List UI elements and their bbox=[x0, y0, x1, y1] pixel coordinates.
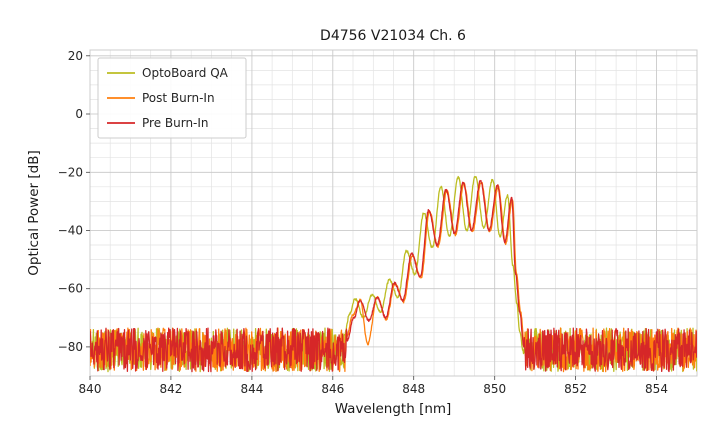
legend: OptoBoard QA Post Burn-In Pre Burn-In bbox=[97, 57, 247, 139]
legend-label-pre-burn-in: Pre Burn-In bbox=[142, 116, 209, 130]
plot-border bbox=[89, 49, 698, 377]
x-tick-label: 854 bbox=[645, 382, 668, 396]
x-tick-label: 842 bbox=[159, 382, 182, 396]
legend-label-optoboard-qa: OptoBoard QA bbox=[142, 66, 229, 80]
x-tick-label: 844 bbox=[240, 382, 263, 396]
y-tick-label: 20 bbox=[68, 49, 83, 63]
legend-box bbox=[97, 57, 247, 139]
y-tick-label: −60 bbox=[58, 282, 83, 296]
y-tick-label: −20 bbox=[58, 165, 83, 179]
axis-ticks: 840 842 844 846 848 850 852 854 20 0 −20 −40 −60 −80 bbox=[58, 49, 668, 396]
series-layer bbox=[90, 175, 697, 373]
series-line-pre-burn-in bbox=[90, 179, 697, 373]
y-tick-label: −40 bbox=[58, 224, 83, 238]
x-tick-label: 850 bbox=[483, 382, 506, 396]
x-tick-label: 846 bbox=[321, 382, 344, 396]
x-axis-label: Wavelength [nm] bbox=[335, 401, 452, 417]
y-axis-label: Optical Power [dB] bbox=[26, 150, 42, 275]
y-tick-label: 0 bbox=[75, 107, 83, 121]
x-tick-label: 840 bbox=[79, 382, 102, 396]
legend-label-post-burn-in: Post Burn-In bbox=[142, 91, 215, 105]
chart-title: D4756 V21034 Ch. 6 bbox=[320, 28, 466, 44]
x-tick-label: 852 bbox=[564, 382, 587, 396]
y-tick-label: −80 bbox=[58, 340, 83, 354]
x-tick-label: 848 bbox=[402, 382, 425, 396]
